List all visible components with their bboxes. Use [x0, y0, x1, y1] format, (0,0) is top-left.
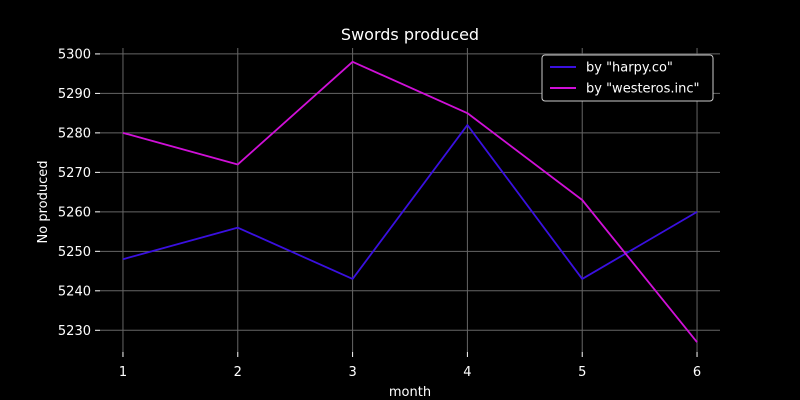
x-tick-label: 6: [693, 365, 701, 380]
legend-label-westeros: by "westeros.inc": [586, 82, 699, 97]
x-tick-label: 4: [463, 365, 471, 380]
y-tick-label: 5280: [58, 126, 91, 141]
x-tick-label: 1: [119, 365, 127, 380]
y-tick-label: 5260: [58, 205, 91, 220]
grid-lines: [100, 48, 720, 352]
y-tick-label: 5250: [58, 245, 91, 260]
axis-ticks: 1 2 3 4 5 6 5230 5240 5250 5260 5270 5280 5290 5300: [58, 47, 701, 380]
chart-title: Swords produced: [341, 25, 479, 44]
y-tick-label: 5230: [58, 324, 91, 339]
series-lines: [122, 60, 698, 343]
legend-box: [541, 54, 714, 102]
x-tick-label: 2: [234, 365, 242, 380]
series-line-westeros: [122, 60, 698, 343]
legend: by "harpy.co" by "westeros.inc": [541, 54, 714, 102]
y-tick-label: 5270: [58, 166, 91, 181]
y-axis-label: No produced: [36, 161, 51, 244]
series-line-harpy: [122, 124, 698, 280]
y-tick-label: 5300: [58, 47, 91, 62]
x-tick-label: 3: [348, 365, 356, 380]
y-tick-label: 5240: [58, 284, 91, 299]
y-tick-label: 5290: [58, 87, 91, 102]
x-tick-label: 5: [578, 365, 586, 380]
x-axis-label: month: [389, 385, 431, 400]
legend-label-harpy: by "harpy.co": [586, 61, 673, 76]
